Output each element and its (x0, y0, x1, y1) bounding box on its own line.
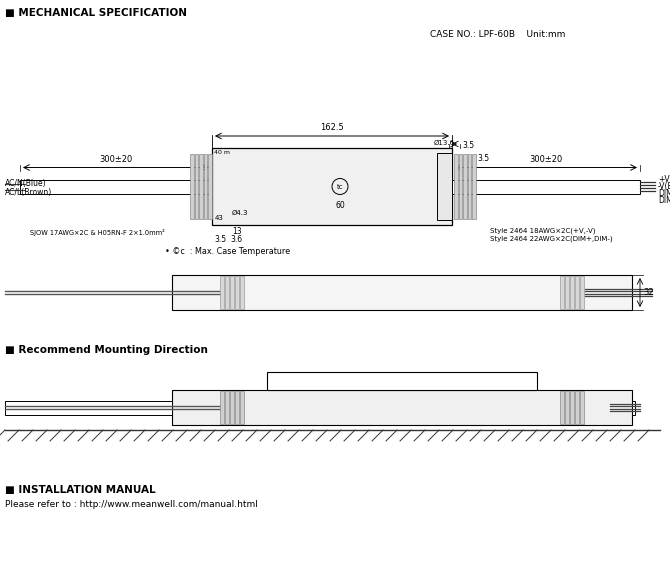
Bar (472, 154, 476, 219)
Bar (235, 391, 239, 424)
Bar (230, 391, 234, 424)
Bar (570, 391, 574, 424)
Text: Ø13.6: Ø13.6 (434, 140, 455, 146)
Bar (267, 372, 537, 390)
Text: Style 2464 22AWG×2C(DIM+,DIM-): Style 2464 22AWG×2C(DIM+,DIM-) (490, 235, 612, 241)
Bar (190, 154, 194, 219)
Bar (220, 276, 224, 309)
Bar (199, 154, 202, 219)
Bar (560, 276, 564, 309)
Bar (580, 276, 584, 309)
Bar (565, 391, 569, 424)
Text: 13: 13 (232, 227, 242, 236)
Text: DIM-(Pink): DIM-(Pink) (658, 195, 670, 205)
Text: Please refer to : http://www.meanwell.com/manual.html: Please refer to : http://www.meanwell.co… (5, 500, 258, 509)
Bar (212, 148, 452, 225)
Bar (172, 275, 632, 310)
Bar (230, 276, 234, 309)
Bar (454, 154, 458, 219)
Bar (20, 180, 212, 194)
Bar (208, 154, 212, 219)
Text: Style 2464 18AWG×2C(+V,-V): Style 2464 18AWG×2C(+V,-V) (490, 227, 596, 233)
Text: 3.5: 3.5 (462, 140, 474, 149)
Bar (240, 276, 244, 309)
Text: AC/N(Blue): AC/N(Blue) (5, 178, 47, 187)
Bar (204, 154, 207, 219)
Bar (560, 391, 564, 424)
Bar (225, 391, 229, 424)
Text: ■ INSTALLATION MANUAL: ■ INSTALLATION MANUAL (5, 485, 155, 495)
Bar (240, 391, 244, 424)
Text: tc: tc (337, 183, 343, 190)
Text: 43: 43 (215, 215, 224, 221)
Bar (463, 154, 466, 219)
Bar (220, 391, 224, 424)
Text: 162.5: 162.5 (320, 123, 344, 132)
Text: 40 m: 40 m (214, 150, 230, 155)
Bar (580, 391, 584, 424)
Text: CASE NO.: LPF-60B    Unit:mm: CASE NO.: LPF-60B Unit:mm (430, 30, 565, 39)
Bar (235, 276, 239, 309)
Bar (565, 276, 569, 309)
Bar (570, 276, 574, 309)
Text: ■ Recommend Mounting Direction: ■ Recommend Mounting Direction (5, 345, 208, 355)
Text: 300±20: 300±20 (529, 154, 563, 163)
Text: Ø4.3: Ø4.3 (232, 210, 249, 216)
Text: 3.5: 3.5 (214, 235, 226, 244)
Bar (437, 153, 452, 220)
Text: SJOW 17AWG×2C & H05RN-F 2×1.0mm²: SJOW 17AWG×2C & H05RN-F 2×1.0mm² (30, 229, 165, 236)
Bar (172, 390, 632, 425)
Bar (575, 276, 579, 309)
Bar (5, 401, 172, 415)
Bar (225, 276, 229, 309)
Bar (452, 180, 640, 194)
Text: +V(Red): +V(Red) (658, 174, 670, 183)
Bar (458, 154, 462, 219)
Text: 3.5: 3.5 (477, 154, 489, 163)
Text: -V(Black): -V(Black) (658, 182, 670, 191)
Text: DIM+(Purple: DIM+(Purple (658, 188, 670, 197)
Bar (575, 391, 579, 424)
Text: AC/L(Brown): AC/L(Brown) (5, 187, 52, 196)
Bar (194, 154, 198, 219)
Text: 3.6: 3.6 (230, 235, 242, 244)
Bar (468, 154, 471, 219)
Text: 60: 60 (335, 200, 345, 209)
Bar (632, 401, 635, 415)
Text: 300±20: 300±20 (99, 154, 133, 163)
Text: 32: 32 (643, 288, 654, 297)
Text: • ©c  : Max. Case Temperature: • ©c : Max. Case Temperature (165, 247, 290, 256)
Text: ■ MECHANICAL SPECIFICATION: ■ MECHANICAL SPECIFICATION (5, 8, 187, 18)
